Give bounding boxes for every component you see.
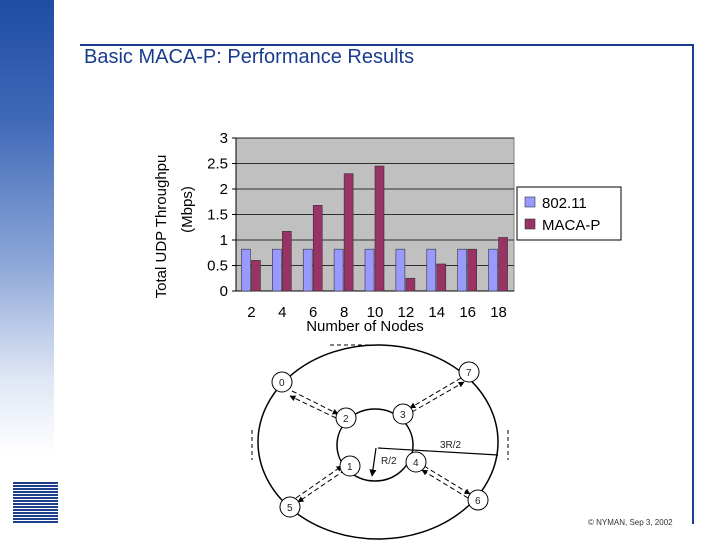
y-tick-label-1: 0.5 <box>207 258 228 275</box>
link-3-7 <box>411 381 465 413</box>
link-5-1 <box>295 465 343 499</box>
node-4: 4 <box>405 451 427 473</box>
copyright-text: © NYMAN, Sep 3, 2002 <box>588 518 673 527</box>
x-tick-label-16: 16 <box>459 304 476 321</box>
bar-80211-18 <box>488 248 498 292</box>
logo-stripes <box>13 482 58 524</box>
bar-macap-16 <box>467 248 477 292</box>
topology-diagram: 3R/2 R/2 0 1 2 3 4 5 6 <box>251 344 509 540</box>
bar-80211-12 <box>395 248 406 292</box>
node-5: 5 <box>279 496 301 518</box>
svg-text:2: 2 <box>343 414 349 425</box>
inner-range-circle <box>336 408 414 482</box>
y-tick-label-6: 3 <box>220 130 228 147</box>
legend-box <box>516 186 622 241</box>
outer-range-circle <box>257 344 499 540</box>
x-tick-label-14: 14 <box>428 304 445 321</box>
bar-macap-12 <box>405 277 416 292</box>
bar-macap-8 <box>343 173 354 292</box>
bar-80211-10 <box>364 248 375 292</box>
y-tick-label-3: 1.5 <box>207 207 228 224</box>
x-axis-label: Number of Nodes <box>306 318 424 335</box>
node-7: 7 <box>458 361 480 383</box>
node-2: 2 <box>335 407 357 429</box>
y-tick-label-5: 2.5 <box>207 156 228 173</box>
bar-macap-6 <box>312 205 323 292</box>
y-axis-label-line1: Total UDP Throughpu <box>153 155 170 299</box>
bar-macap-18 <box>498 237 508 292</box>
link-6-4 <box>421 469 469 499</box>
slide-sidebar-gradient <box>0 0 54 540</box>
x-tick-label-8: 8 <box>340 304 348 321</box>
link-7-3 <box>409 377 462 409</box>
y-tick-label-2: 1 <box>220 232 228 249</box>
svg-text:0: 0 <box>279 378 285 389</box>
svg-text:7: 7 <box>466 368 472 379</box>
x-tick-label-12: 12 <box>398 304 415 321</box>
legend-swatch-0 <box>524 196 536 208</box>
bar-macap-2 <box>251 260 261 292</box>
node-3: 3 <box>392 403 414 425</box>
radius-3r2-line <box>377 447 499 456</box>
radius-label-r2: R/2 <box>381 456 397 467</box>
svg-text:3: 3 <box>400 410 406 421</box>
bar-80211-4 <box>272 248 282 292</box>
x-tick-label-2: 2 <box>247 304 255 321</box>
x-tick-label-4: 4 <box>278 304 286 321</box>
node-0: 0 <box>271 371 293 393</box>
bar-80211-6 <box>302 248 313 292</box>
x-tick-label-18: 18 <box>490 304 507 321</box>
y-axis-label-line2: (Mbps) <box>179 186 196 233</box>
x-tick-label-6: 6 <box>309 304 317 321</box>
legend-label-0: 802.11 <box>542 195 587 212</box>
legend-label-1: MACA-P <box>542 217 600 234</box>
bar-80211-16 <box>457 248 467 292</box>
slide-frame <box>80 44 694 524</box>
y-tick-label-0: 0 <box>220 283 228 300</box>
legend-swatch-1 <box>524 218 536 230</box>
x-tick-label-10: 10 <box>367 304 384 321</box>
link-2-0 <box>289 395 337 419</box>
bar-macap-10 <box>374 165 385 292</box>
link-1-5 <box>297 469 346 503</box>
y-tick-label-4: 2 <box>220 181 228 198</box>
svg-text:5: 5 <box>287 503 293 514</box>
slide-title: Basic MACA-P: Performance Results <box>84 46 415 68</box>
bar-80211-8 <box>333 248 344 292</box>
bar-80211-14 <box>426 248 437 292</box>
node-1: 1 <box>339 455 361 477</box>
radius-label-3r2: 3R/2 <box>440 440 462 451</box>
link-0-2 <box>291 390 339 415</box>
node-6: 6 <box>467 489 489 511</box>
bar-80211-2 <box>241 248 251 292</box>
link-4-6 <box>423 465 471 495</box>
radius-r2-line <box>369 447 377 477</box>
svg-text:4: 4 <box>413 458 419 469</box>
svg-text:6: 6 <box>475 496 481 507</box>
bar-macap-4 <box>282 231 292 292</box>
svg-text:1: 1 <box>347 462 353 473</box>
bar-macap-14 <box>436 263 447 292</box>
